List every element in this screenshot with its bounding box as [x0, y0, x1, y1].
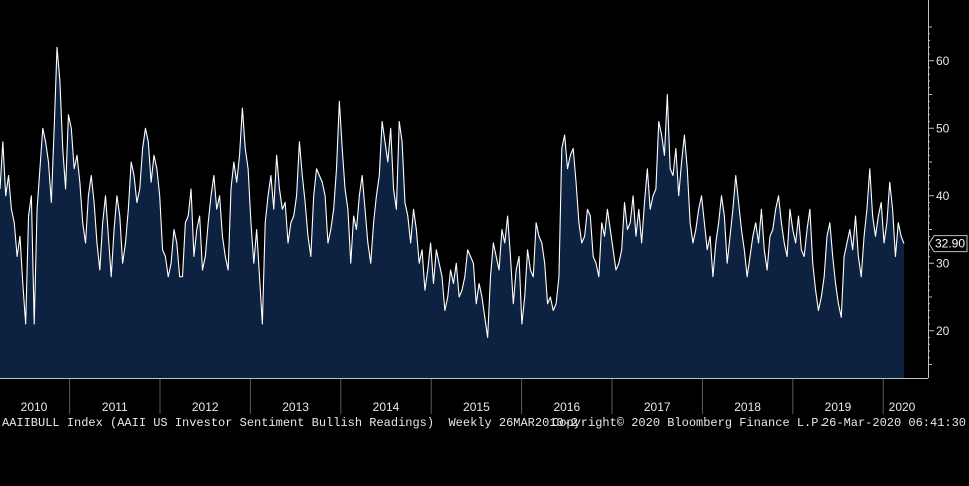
last-value-box — [928, 235, 968, 253]
chart: 2010 2011 2012 2013 2014 2015 2016 2017 2018 2019… — [0, 0, 968, 414]
footer-bar: AAIIBULL Index (AAII US Investor Sentime… — [0, 414, 969, 432]
y-tick-label: 40 — [936, 189, 950, 203]
x-tick-label: 2010 — [21, 400, 48, 414]
y-tick-label: 60 — [936, 54, 950, 68]
footer-timestamp: 26-Mar-2020 06:41:30 — [821, 416, 966, 430]
x-tick-label: 2018 — [734, 400, 761, 414]
x-tick-label: 2012 — [192, 400, 219, 414]
y-axis: 20 30 40 50 60 — [928, 0, 950, 378]
y-tick-label: 50 — [936, 121, 950, 135]
sentiment-line — [0, 46, 905, 339]
y-tick-label: 30 — [936, 256, 950, 270]
x-tick-label: 2017 — [644, 400, 671, 414]
year-dividers — [69, 378, 884, 414]
y-tick-label: 20 — [936, 324, 950, 338]
footer-copyright: Copyright© 2020 Bloomberg Finance L.P. — [552, 416, 826, 430]
x-tick-label: 2016 — [553, 400, 580, 414]
footer-index-description: AAIIBULL Index (AAII US Investor Sentime… — [2, 416, 579, 430]
x-tick-label: 2019 — [825, 400, 852, 414]
sentiment-area — [0, 47, 904, 378]
x-tick-label: 2020 — [889, 400, 916, 414]
last-value-label: 32.90 — [935, 237, 965, 251]
x-tick-label: 2014 — [373, 400, 400, 414]
x-tick-label: 2015 — [463, 400, 490, 414]
x-axis: 2010 2011 2012 2013 2014 2015 2016 2017 2018 2019… — [0, 378, 928, 414]
x-tick-label: 2011 — [102, 400, 128, 414]
x-tick-label: 2013 — [282, 400, 309, 414]
last-value-tag: 32.90 — [928, 235, 968, 253]
